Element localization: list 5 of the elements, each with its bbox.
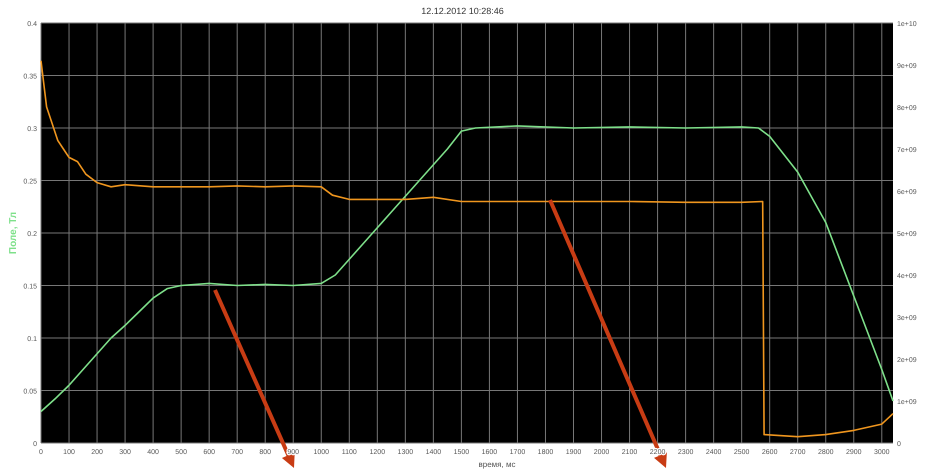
line-series [40, 125, 894, 412]
chart-title: 12.12.2012 10:28:46 [421, 6, 504, 16]
y-axis-title: Поле, Тл [8, 212, 19, 254]
x-axis-title: время, мс [478, 460, 516, 469]
line-series [40, 60, 894, 438]
